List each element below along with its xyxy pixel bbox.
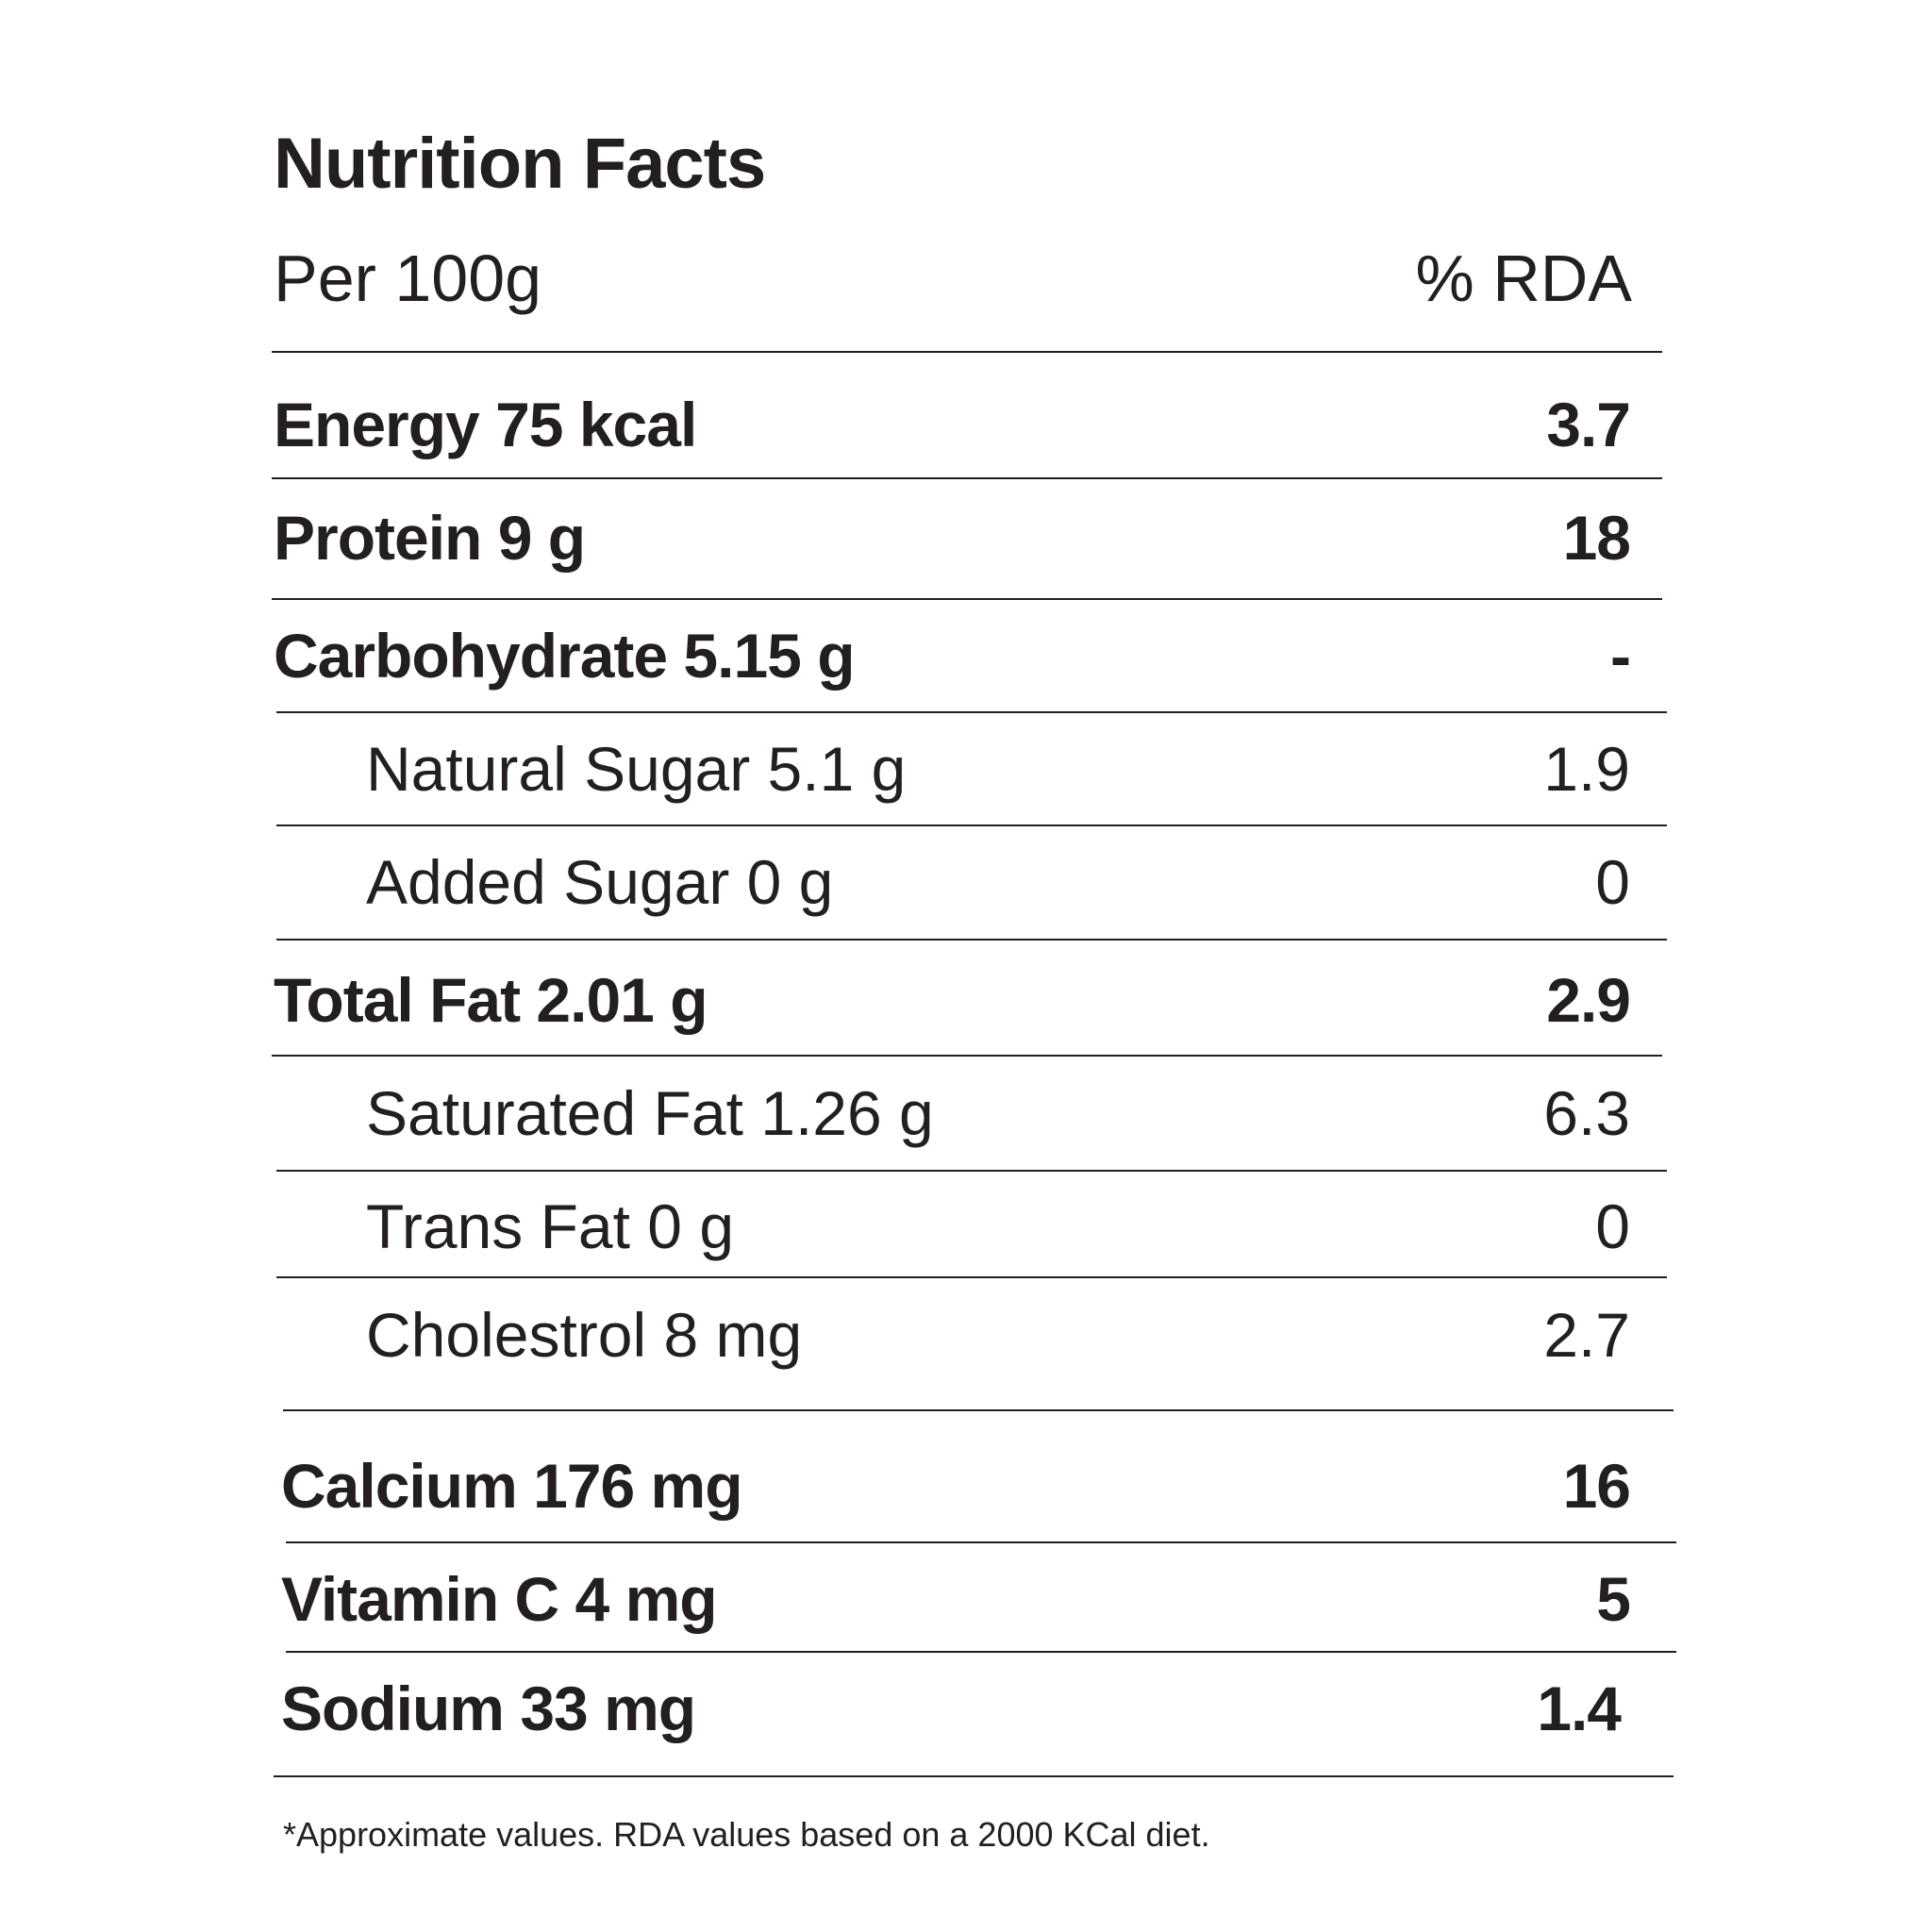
divider [272, 598, 1662, 600]
nutrient-name: Energy 75 kcal [274, 390, 697, 459]
nutrient-row-added-sugar: Added Sugar 0 g 0 [274, 830, 1630, 934]
divider [272, 477, 1662, 479]
nutrient-name: Calcium 176 mg [281, 1451, 743, 1521]
nutrient-rda: 3.7 [1546, 390, 1631, 459]
nutrient-row-natural-sugar: Natural Sugar 5.1 g 1.9 [274, 717, 1630, 821]
nutrient-name: Saturated Fat 1.26 g [366, 1078, 934, 1148]
page-title: Nutrition Facts [274, 124, 766, 204]
nutrient-row-protein: Protein 9 g 18 [274, 486, 1631, 590]
nutrient-rda: 6.3 [1543, 1078, 1630, 1148]
divider [276, 711, 1667, 713]
nutrient-name: Protein 9 g [274, 503, 586, 573]
nutrient-row-trans-fat: Trans Fat 0 g 0 [274, 1174, 1630, 1278]
divider [272, 351, 1662, 353]
nutrient-row-saturated-fat: Saturated Fat 1.26 g 6.3 [274, 1061, 1630, 1165]
rda-column-header: % RDA [1415, 242, 1632, 315]
nutrient-rda: 16 [1562, 1451, 1631, 1521]
divider [276, 824, 1667, 826]
divider [276, 1276, 1667, 1278]
nutrient-rda: 2.9 [1546, 965, 1631, 1035]
divider [286, 1651, 1676, 1653]
nutrient-name: Trans Fat 0 g [366, 1191, 735, 1261]
divider [276, 939, 1667, 941]
nutrient-name: Cholestrol 8 mg [366, 1300, 803, 1370]
nutrient-name: Sodium 33 mg [281, 1674, 696, 1743]
nutrient-name: Natural Sugar 5.1 g [366, 734, 907, 804]
nutrient-row-vitamin-c: Vitamin C 4 mg 5 [281, 1547, 1631, 1651]
serving-size-label: Per 100g [274, 242, 542, 315]
nutrient-row-sodium: Sodium 33 mg 1.4 [281, 1657, 1622, 1760]
nutrient-rda: 1.4 [1537, 1674, 1622, 1743]
nutrient-row-cholestrol: Cholestrol 8 mg 2.7 [274, 1283, 1630, 1387]
nutrient-rda: 0 [1595, 1191, 1630, 1261]
table-header: Per 100g % RDA [274, 241, 1632, 316]
nutrient-name: Total Fat 2.01 g [274, 965, 708, 1035]
divider [274, 1775, 1674, 1777]
nutrient-name: Carbohydrate 5.15 g [274, 621, 856, 691]
nutrient-row-calcium: Calcium 176 mg 16 [281, 1434, 1631, 1538]
nutrient-name: Added Sugar 0 g [366, 847, 834, 917]
footnote: *Approximate values. RDA values based on… [283, 1815, 1210, 1854]
nutrient-row-carbohydrate: Carbohydrate 5.15 g - [274, 604, 1631, 708]
nutrient-name: Vitamin C 4 mg [281, 1564, 718, 1634]
divider [276, 1170, 1667, 1172]
divider [286, 1541, 1676, 1543]
nutrient-row-total-fat: Total Fat 2.01 g 2.9 [274, 948, 1631, 1052]
divider [272, 1055, 1662, 1057]
nutrient-rda: - [1610, 621, 1631, 691]
nutrient-rda: 5 [1596, 1564, 1631, 1634]
divider [283, 1409, 1674, 1411]
nutrient-row-energy: Energy 75 kcal 3.7 [274, 373, 1631, 476]
nutrient-rda: 0 [1595, 847, 1630, 917]
nutrient-rda: 1.9 [1543, 734, 1630, 804]
nutrient-rda: 2.7 [1543, 1300, 1630, 1370]
nutrient-rda: 18 [1562, 503, 1631, 573]
